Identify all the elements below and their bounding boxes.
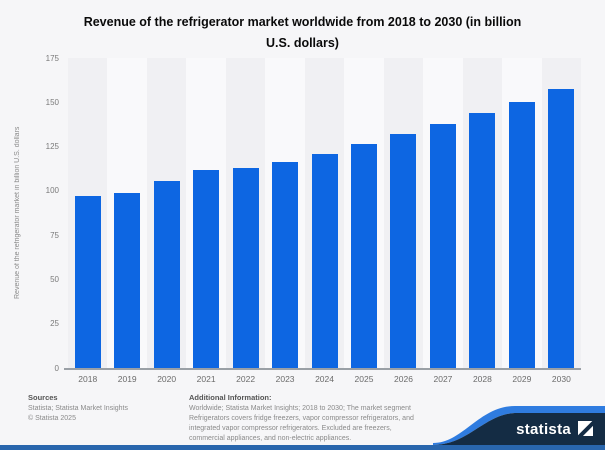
plot-column bbox=[107, 58, 147, 368]
x-axis-label: 2023 bbox=[275, 374, 295, 384]
page-title: Revenue of the refrigerator market world… bbox=[43, 12, 563, 54]
bar-2021[interactable] bbox=[193, 169, 220, 368]
page-title-line2: U.S. dollars) bbox=[266, 36, 339, 50]
y-axis-tick-100: 100 bbox=[45, 186, 59, 196]
statista-logo-mark-icon bbox=[578, 421, 593, 436]
plot-column bbox=[344, 58, 384, 368]
plot-column bbox=[146, 58, 187, 368]
bar-2019[interactable] bbox=[114, 192, 141, 368]
plot-column bbox=[423, 58, 463, 368]
y-axis-tick-0: 0 bbox=[54, 363, 59, 373]
bar-2022[interactable] bbox=[232, 167, 259, 368]
sources-block: Sources Statista; Statista Market Insigh… bbox=[28, 393, 128, 424]
x-axis-label: 2019 bbox=[117, 374, 137, 384]
bar-2030[interactable] bbox=[548, 89, 575, 368]
sources-heading: Sources bbox=[28, 393, 58, 402]
y-axis-tick-25: 25 bbox=[50, 319, 59, 329]
x-axis-label: 2025 bbox=[354, 374, 374, 384]
bar-2024[interactable] bbox=[311, 153, 338, 368]
additional-info-line: integrated vapor compressor refrigerator… bbox=[189, 425, 392, 432]
plot-column bbox=[68, 58, 108, 368]
additional-info-line: Worldwide; Statista Market Insights; 201… bbox=[189, 405, 411, 412]
bar-2028[interactable] bbox=[469, 112, 496, 368]
plot-column bbox=[502, 58, 542, 368]
swoosh-graphic bbox=[433, 406, 605, 445]
x-axis-labels: 2018 2019 2020 2021 2022 2023 2024 2025 2026 2027… bbox=[68, 374, 581, 384]
additional-info-line: Refrigerators covers fridge freezers, va… bbox=[189, 415, 414, 422]
bottom-accent-bar bbox=[0, 445, 605, 450]
additional-info-line: commercial appliances, and non-electric … bbox=[189, 435, 352, 442]
plot-column bbox=[304, 58, 345, 368]
additional-info-lines: Worldwide; Statista Market Insights; 201… bbox=[189, 404, 414, 444]
y-axis-tick-175: 175 bbox=[45, 53, 59, 63]
statista-logo[interactable]: statista bbox=[433, 403, 605, 445]
y-axis-title: Revenue of the refrigerator market in bi… bbox=[14, 126, 21, 300]
y-axis-tick-150: 150 bbox=[45, 97, 59, 107]
x-axis-label: 2020 bbox=[157, 374, 177, 384]
plot-column bbox=[541, 58, 582, 368]
plot-area bbox=[68, 58, 582, 368]
bar-2023[interactable] bbox=[272, 161, 299, 368]
x-axis-line bbox=[64, 368, 581, 370]
x-axis-label: 2018 bbox=[78, 374, 98, 384]
bar-2029[interactable] bbox=[508, 101, 535, 368]
x-axis-label: 2024 bbox=[315, 374, 334, 384]
y-axis-ticks: 0 25 50 75 100 125 150 175 bbox=[26, 54, 62, 373]
plot-column bbox=[186, 58, 226, 368]
x-axis-label: 2026 bbox=[394, 374, 413, 384]
y-axis-tick-50: 50 bbox=[50, 274, 59, 284]
sources-text: Statista; Statista Market Insights bbox=[28, 405, 128, 412]
x-axis-label: 2028 bbox=[472, 374, 492, 384]
bar-2026[interactable] bbox=[390, 134, 417, 368]
x-axis-label: 2022 bbox=[236, 374, 256, 384]
y-axis-tick-125: 125 bbox=[45, 142, 59, 152]
bar-2027[interactable] bbox=[429, 123, 456, 368]
x-axis-label: 2029 bbox=[512, 374, 532, 384]
page-title-line1: Revenue of the refrigerator market world… bbox=[83, 15, 522, 29]
plot-column bbox=[383, 58, 424, 368]
statista-wordmark: statista bbox=[516, 421, 571, 438]
copyright-text: © Statista 2025 bbox=[28, 415, 76, 422]
plot-column bbox=[225, 58, 266, 368]
x-axis-label: 2027 bbox=[433, 374, 453, 384]
y-axis-tick-75: 75 bbox=[50, 230, 59, 240]
bar-2020[interactable] bbox=[153, 180, 180, 368]
additional-info-heading: Additional Information: bbox=[189, 393, 272, 402]
plot-column bbox=[265, 58, 305, 368]
bar-2025[interactable] bbox=[351, 144, 378, 368]
additional-info-block: Additional Information: Worldwide; Stati… bbox=[189, 393, 414, 444]
x-axis-label: 2021 bbox=[196, 374, 216, 384]
bar-2018[interactable] bbox=[74, 196, 101, 368]
x-axis-label: 2030 bbox=[551, 374, 571, 384]
plot-column bbox=[462, 58, 503, 368]
